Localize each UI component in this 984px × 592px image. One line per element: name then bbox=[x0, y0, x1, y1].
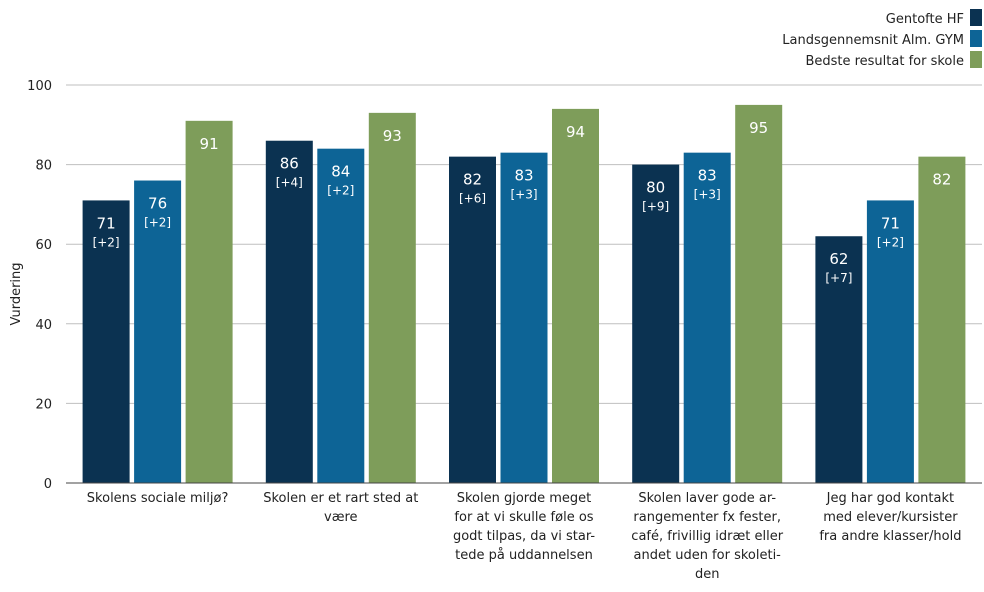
y-tick-label: 80 bbox=[35, 159, 52, 174]
x-category-label-line: Skolen er et rart sted at bbox=[263, 491, 418, 506]
bar-value-label: 82 bbox=[463, 171, 482, 189]
y-axis-label: Vurdering bbox=[9, 262, 24, 325]
y-tick-label: 20 bbox=[35, 397, 52, 412]
x-category-label-line: Jeg har god kontakt bbox=[826, 491, 954, 506]
y-tick-label: 100 bbox=[27, 79, 52, 94]
bar-2-1 bbox=[134, 180, 182, 483]
bar-2-4 bbox=[683, 152, 731, 483]
bar-value-label: 71 bbox=[97, 214, 116, 232]
x-category-label-line: for at vi skulle føle os bbox=[454, 510, 593, 525]
x-category-label-line: rangementer fx fester, bbox=[633, 510, 781, 525]
bar-diff-label: [+3] bbox=[694, 188, 721, 202]
bar-diff-label: [+2] bbox=[144, 216, 171, 230]
x-category-label: Skolen laver gode ar-rangementer fx fest… bbox=[631, 491, 783, 582]
x-category-label-line: være bbox=[324, 510, 358, 525]
bar-value-label: 83 bbox=[698, 167, 717, 185]
bar-value-label: 62 bbox=[829, 250, 848, 268]
legend-layer: Gentofte HF Landsgennemsnit Alm. GYM Bedst… bbox=[782, 9, 982, 69]
bar-value-label: 80 bbox=[646, 179, 665, 197]
bar-3-1 bbox=[185, 120, 233, 483]
bar-3-4 bbox=[735, 104, 783, 484]
bar-value-label: 86 bbox=[280, 155, 299, 173]
axis-layer: 0 20 40 60 80 100 Vurdering Skolens sociale mil… bbox=[9, 79, 982, 582]
bar-3-2 bbox=[368, 112, 416, 484]
legend-label: Bedste resultat for skole bbox=[805, 54, 964, 69]
legend-label: Gentofte HF bbox=[886, 12, 964, 27]
x-category-label-line: godt tilpas, da vi star- bbox=[453, 529, 595, 544]
y-tick-label: 60 bbox=[35, 238, 52, 253]
bar-1-4 bbox=[632, 164, 680, 483]
legend-label: Landsgennemsnit Alm. GYM bbox=[782, 33, 964, 48]
bars-layer bbox=[82, 104, 966, 484]
x-category-label-line: Skolens sociale miljø? bbox=[87, 491, 229, 506]
x-category-label-line: Skolen laver gode ar- bbox=[638, 491, 776, 506]
x-category-label: Skolen er et rart sted at være bbox=[263, 491, 418, 525]
bar-value-label: 76 bbox=[148, 195, 167, 213]
legend-swatch bbox=[970, 30, 982, 47]
x-category-label-line: café, frivillig idræt eller bbox=[631, 529, 783, 544]
x-category-label-line: fra andre klasser/hold bbox=[819, 529, 961, 544]
y-tick-label: 0 bbox=[44, 477, 52, 492]
bar-diff-label: [+7] bbox=[825, 271, 852, 285]
bar-value-label: 82 bbox=[932, 171, 951, 189]
bar-diff-label: [+6] bbox=[459, 192, 486, 206]
bar-2-2 bbox=[317, 148, 365, 483]
bar-value-label: 83 bbox=[514, 167, 533, 185]
x-category-label-line: tede på uddannelsen bbox=[455, 548, 593, 563]
x-category-label-line: andet uden for skoleti- bbox=[634, 548, 782, 563]
bar-diff-label: [+2] bbox=[877, 235, 904, 249]
x-category-label: Skolen gjorde meget for at vi skulle føle… bbox=[453, 491, 595, 563]
bar-diff-label: [+3] bbox=[510, 188, 537, 202]
bar-value-label: 91 bbox=[200, 135, 219, 153]
x-category-label-line: med elever/kursister bbox=[823, 510, 958, 525]
y-tick-label: 40 bbox=[35, 318, 52, 333]
bar-3-3 bbox=[552, 108, 599, 483]
bar-1-1 bbox=[82, 200, 130, 484]
bar-value-label: 93 bbox=[383, 127, 402, 145]
bar-diff-label: [+4] bbox=[276, 176, 303, 190]
bar-2-5 bbox=[866, 200, 914, 484]
x-category-label: Jeg har god kontakt med elever/kursister f… bbox=[819, 491, 961, 544]
bar-1-5 bbox=[815, 236, 863, 483]
legend-swatch bbox=[970, 9, 982, 26]
bar-3-5 bbox=[918, 156, 966, 483]
labels-layer: 71 [+2] 76 [+2] 91 86 [+4] 84 [+2] 93 82 [+6] 83 [+3]… bbox=[93, 119, 952, 285]
bar-value-label: 71 bbox=[881, 214, 900, 232]
bar-1-2 bbox=[265, 140, 313, 483]
x-category-label-line: den bbox=[695, 567, 720, 582]
bar-diff-label: [+2] bbox=[93, 235, 120, 249]
bar-1-3 bbox=[449, 156, 496, 483]
bar-value-label: 95 bbox=[749, 119, 768, 137]
bar-diff-label: [+9] bbox=[642, 200, 669, 214]
bar-value-label: 84 bbox=[331, 163, 350, 181]
x-category-label-line: Skolen gjorde meget bbox=[457, 491, 592, 506]
bar-2-3 bbox=[500, 152, 548, 483]
bar-diff-label: [+2] bbox=[327, 184, 354, 198]
bar-value-label: 94 bbox=[566, 123, 585, 141]
legend-swatch bbox=[970, 51, 982, 68]
x-category-label: Skolens sociale miljø? bbox=[87, 491, 229, 506]
